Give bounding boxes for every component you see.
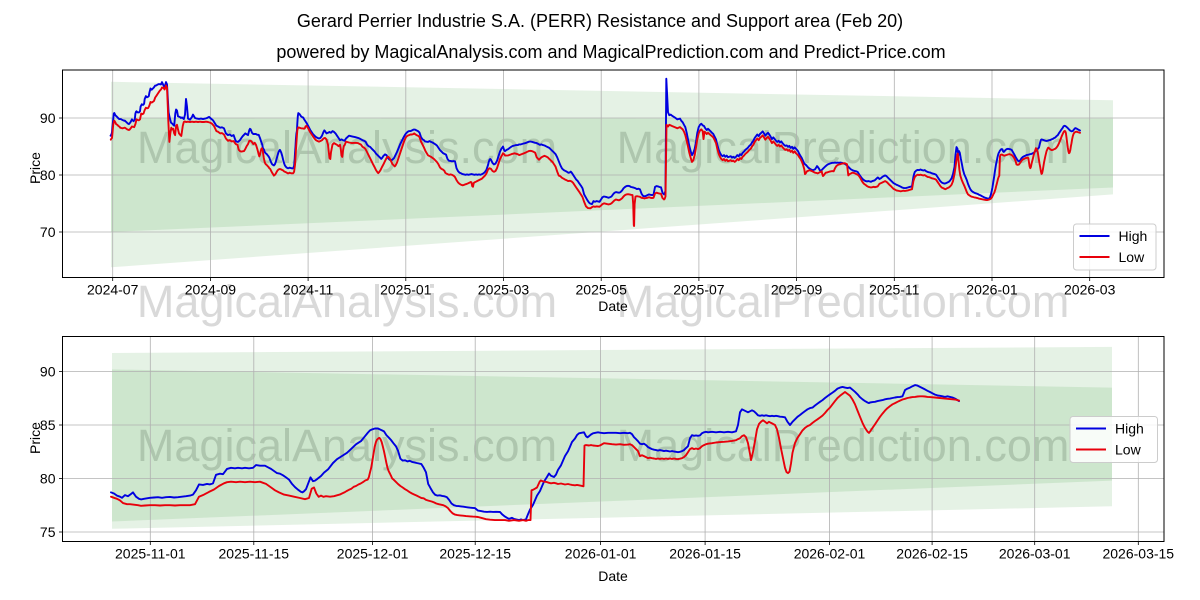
svg-text:70: 70 <box>40 224 56 240</box>
svg-text:2026-03-01: 2026-03-01 <box>999 546 1071 562</box>
svg-text:2025-11: 2025-11 <box>869 282 920 298</box>
svg-text:2024-09: 2024-09 <box>185 282 237 298</box>
svg-text:75: 75 <box>40 524 56 540</box>
svg-text:85: 85 <box>40 417 56 433</box>
svg-text:2025-01: 2025-01 <box>380 282 432 298</box>
svg-text:2025-12-01: 2025-12-01 <box>337 546 409 562</box>
svg-text:2025-09: 2025-09 <box>771 282 823 298</box>
svg-text:2025-05: 2025-05 <box>576 282 628 298</box>
svg-text:2025-12-15: 2025-12-15 <box>439 546 511 562</box>
svg-text:MagicalPrediction.com: MagicalPrediction.com <box>617 276 1070 327</box>
svg-text:2026-03: 2026-03 <box>1064 282 1116 298</box>
svg-text:Gerard Perrier Industrie S.A.: Gerard Perrier Industrie S.A. (PERR) Res… <box>297 11 903 31</box>
svg-text:MagicalAnalysis.com: MagicalAnalysis.com <box>137 276 557 327</box>
svg-text:2025-07: 2025-07 <box>673 282 725 298</box>
svg-text:High: High <box>1115 421 1144 437</box>
svg-text:2026-03-15: 2026-03-15 <box>1102 546 1174 562</box>
svg-text:Price: Price <box>27 152 43 184</box>
svg-text:MagicalAnalysis.com: MagicalAnalysis.com <box>137 122 557 173</box>
svg-text:80: 80 <box>40 471 56 487</box>
svg-text:Price: Price <box>27 422 43 454</box>
svg-text:2026-01-01: 2026-01-01 <box>565 546 637 562</box>
svg-text:High: High <box>1119 228 1148 244</box>
svg-text:Date: Date <box>598 568 628 584</box>
svg-text:2024-11: 2024-11 <box>283 282 334 298</box>
svg-text:2026-01-15: 2026-01-15 <box>669 546 741 562</box>
svg-text:90: 90 <box>40 364 56 380</box>
svg-text:2026-01: 2026-01 <box>966 282 1018 298</box>
svg-text:2024-07: 2024-07 <box>87 282 139 298</box>
svg-text:2025-03: 2025-03 <box>478 282 530 298</box>
svg-text:90: 90 <box>40 110 56 126</box>
svg-text:MagicalPrediction.com: MagicalPrediction.com <box>617 420 1070 471</box>
svg-text:80: 80 <box>40 167 56 183</box>
svg-text:2025-11-01: 2025-11-01 <box>115 546 186 562</box>
svg-text:Low: Low <box>1115 442 1142 458</box>
svg-text:2025-11-15: 2025-11-15 <box>219 546 290 562</box>
svg-text:powered by MagicalAnalysis.com: powered by MagicalAnalysis.com and Magic… <box>276 42 945 62</box>
svg-text:Low: Low <box>1119 249 1146 265</box>
svg-text:Date: Date <box>598 298 628 314</box>
svg-text:2026-02-01: 2026-02-01 <box>794 546 866 562</box>
svg-text:MagicalAnalysis.com: MagicalAnalysis.com <box>137 420 557 471</box>
svg-text:2026-02-15: 2026-02-15 <box>896 546 968 562</box>
